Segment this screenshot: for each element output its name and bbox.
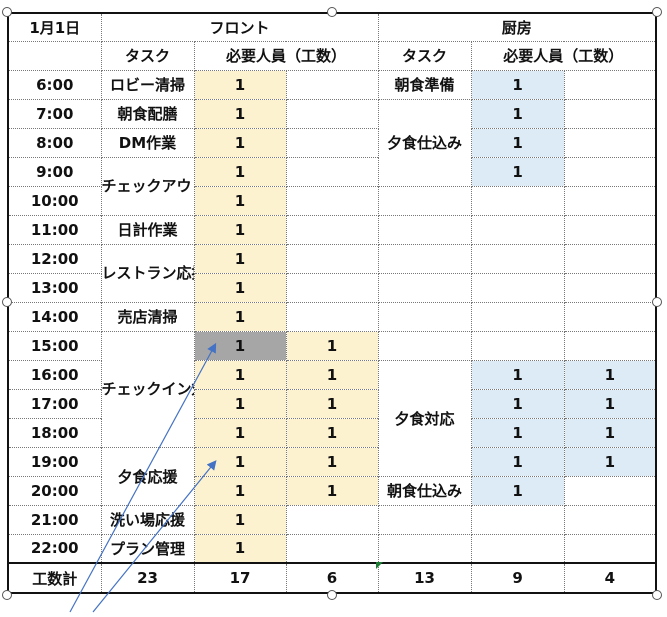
front-extra-cell[interactable] xyxy=(285,127,379,158)
front-staff-cell[interactable]: 1 xyxy=(193,446,287,477)
time-cell[interactable]: 18:00 xyxy=(7,417,102,448)
kitchen-extra-cell[interactable] xyxy=(563,330,657,361)
kitchen-extra-cell[interactable]: 1 xyxy=(563,417,657,448)
kitchen-staff-cell[interactable] xyxy=(470,214,565,245)
front-section-header[interactable]: フロント xyxy=(100,12,379,42)
spreadsheet-selection[interactable]: 1月1日 フロント 厨房 タスク 必要人員（工数） タスク 必要人員（工数） 6… xyxy=(7,12,658,594)
kitchen-extra-cell[interactable]: 1 xyxy=(563,388,657,419)
front-staff-cell[interactable]: 1 xyxy=(193,359,287,390)
kitchen-staff-cell[interactable]: 1 xyxy=(470,388,565,419)
front-task-cell[interactable]: プラン管理 xyxy=(100,533,195,564)
resize-handle-bottom-center-icon[interactable] xyxy=(327,590,337,600)
front-staff-cell[interactable]: 1 xyxy=(193,533,287,564)
front-staff-cell[interactable]: 1 xyxy=(193,98,287,129)
front-staff-cell[interactable]: 1 xyxy=(193,388,287,419)
kitchen-staff-total[interactable]: 9 xyxy=(470,562,565,594)
resize-handle-top-right-icon[interactable] xyxy=(652,7,662,17)
kitchen-extra-cell[interactable] xyxy=(563,243,657,274)
front-extra-cell[interactable] xyxy=(285,214,379,245)
kitchen-staff-cell[interactable]: 1 xyxy=(470,475,565,506)
resize-handle-top-center-icon[interactable] xyxy=(327,7,337,17)
front-extra-cell[interactable] xyxy=(285,272,379,303)
front-extra-cell[interactable] xyxy=(285,156,379,187)
kitchen-extra-cell[interactable] xyxy=(563,156,657,187)
kitchen-task-total[interactable]: 13 xyxy=(377,562,472,594)
front-extra-cell[interactable] xyxy=(285,301,379,332)
kitchen-extra-total[interactable]: 4 xyxy=(563,562,657,594)
total-label-cell[interactable]: 工数計 xyxy=(7,562,102,594)
kitchen-staff-cell[interactable]: 1 xyxy=(470,127,565,158)
front-task-cell[interactable]: 夕食応援 xyxy=(100,446,195,506)
kitchen-task-cell[interactable]: 夕食仕込み xyxy=(377,98,472,187)
kitchen-staff-cell[interactable]: 1 xyxy=(470,446,565,477)
front-extra-cell[interactable] xyxy=(285,98,379,129)
kitchen-task-header[interactable]: タスク xyxy=(377,40,472,71)
kitchen-extra-cell[interactable] xyxy=(563,69,657,100)
front-extra-total[interactable]: 6 xyxy=(285,562,379,594)
front-extra-cell[interactable]: 1 xyxy=(285,359,379,390)
front-staff-cell[interactable]: 1 xyxy=(193,475,287,506)
kitchen-task-cell[interactable] xyxy=(377,185,472,216)
resize-handle-top-left-icon[interactable] xyxy=(2,7,12,17)
front-staff-total[interactable]: 17 xyxy=(193,562,287,594)
front-staff-cell[interactable]: 1 xyxy=(193,69,287,100)
kitchen-staff-cell[interactable]: 1 xyxy=(470,69,565,100)
kitchen-section-header[interactable]: 厨房 xyxy=(377,12,657,42)
front-task-cell[interactable]: 売店清掃 xyxy=(100,301,195,332)
kitchen-extra-cell[interactable]: 1 xyxy=(563,446,657,477)
kitchen-staff-cell[interactable]: 1 xyxy=(470,156,565,187)
arrow-to-15-00-icon[interactable] xyxy=(69,342,217,613)
kitchen-staff-cell[interactable] xyxy=(470,330,565,361)
kitchen-staff-cell[interactable] xyxy=(470,243,565,274)
arrow-to-19-00-icon[interactable] xyxy=(92,460,217,613)
staffing-table: 1月1日 フロント 厨房 タスク 必要人員（工数） タスク 必要人員（工数） 6… xyxy=(7,12,658,594)
kitchen-extra-cell[interactable] xyxy=(563,98,657,129)
resize-handle-middle-right-icon[interactable] xyxy=(652,297,662,307)
front-staff-cell[interactable]: 1 xyxy=(193,127,287,158)
kitchen-staff-header[interactable]: 必要人員（工数） xyxy=(470,40,657,71)
time-cell[interactable]: 13:00 xyxy=(7,272,102,303)
kitchen-staff-cell[interactable]: 1 xyxy=(470,359,565,390)
front-task-total[interactable]: 23 xyxy=(100,562,195,594)
kitchen-task-cell[interactable] xyxy=(377,214,472,245)
kitchen-staff-cell[interactable] xyxy=(470,301,565,332)
resize-handle-middle-left-icon[interactable] xyxy=(2,297,12,307)
time-cell[interactable]: 6:00 xyxy=(7,69,102,100)
front-extra-cell[interactable] xyxy=(285,504,379,535)
front-extra-cell[interactable] xyxy=(285,533,379,564)
kitchen-extra-cell[interactable] xyxy=(563,127,657,158)
front-task-cell[interactable]: 朝食配膳 xyxy=(100,98,195,129)
time-cell[interactable]: 22:00 xyxy=(7,533,102,564)
time-cell[interactable]: 14:00 xyxy=(7,301,102,332)
kitchen-staff-cell[interactable]: 1 xyxy=(470,417,565,448)
time-cell[interactable]: 20:00 xyxy=(7,475,102,506)
kitchen-extra-cell[interactable] xyxy=(563,533,657,564)
front-staff-cell[interactable]: 1 xyxy=(193,301,287,332)
front-staff-cell[interactable]: 1 xyxy=(193,156,287,187)
front-task-cell[interactable]: ロビー清掃 xyxy=(100,69,195,100)
kitchen-task-cell[interactable] xyxy=(377,301,472,332)
time-cell[interactable]: 11:00 xyxy=(7,214,102,245)
front-task-cell[interactable]: 洗い場応援 xyxy=(100,504,195,535)
kitchen-extra-cell[interactable] xyxy=(563,272,657,303)
kitchen-staff-cell[interactable] xyxy=(470,533,565,564)
kitchen-extra-cell[interactable] xyxy=(563,185,657,216)
kitchen-extra-cell[interactable] xyxy=(563,301,657,332)
kitchen-staff-cell[interactable] xyxy=(470,185,565,216)
front-task-cell[interactable]: 日計作業 xyxy=(100,214,195,245)
front-extra-cell[interactable]: 1 xyxy=(285,388,379,419)
time-cell[interactable]: 15:00 xyxy=(7,330,102,361)
front-task-cell[interactable]: レストラン応援 xyxy=(100,243,195,303)
resize-handle-bottom-left-icon[interactable] xyxy=(2,590,12,600)
resize-handle-bottom-right-icon[interactable] xyxy=(652,590,662,600)
kitchen-task-cell[interactable] xyxy=(377,533,472,564)
kitchen-extra-cell[interactable] xyxy=(563,504,657,535)
cell-comment-indicator-icon xyxy=(376,562,383,569)
